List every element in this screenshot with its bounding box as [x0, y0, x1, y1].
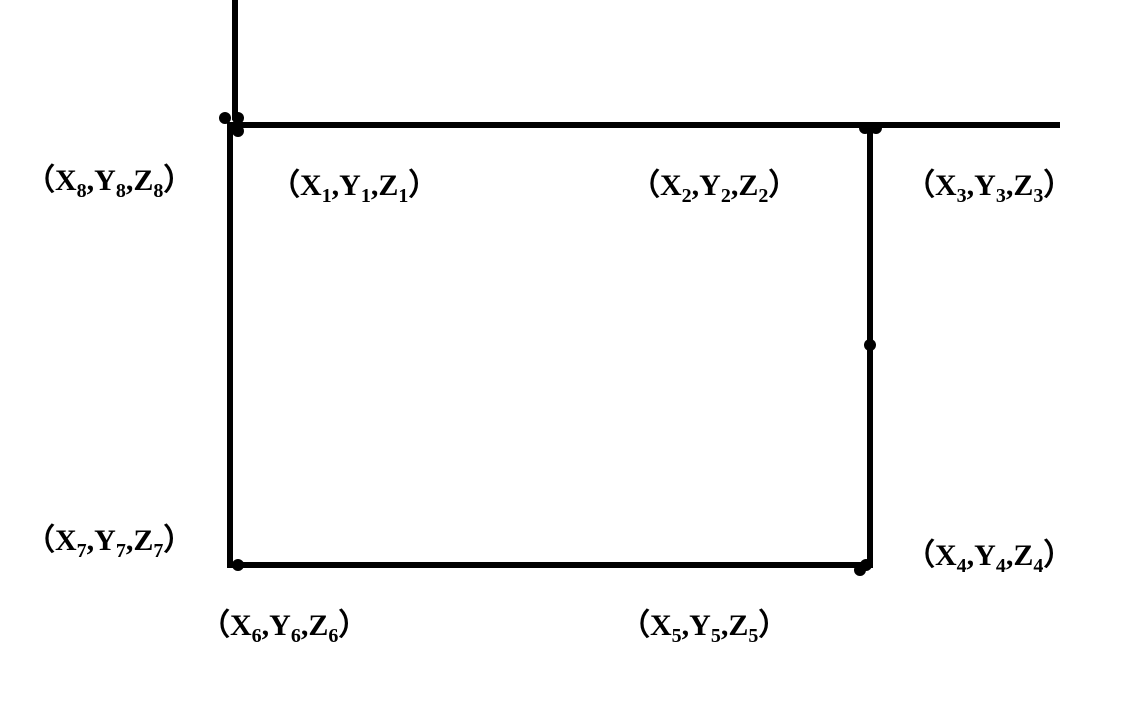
marker-point-3: [859, 122, 871, 134]
label-3: （X3,Y3,Z3）: [905, 160, 1073, 208]
marker-point-4: [870, 122, 882, 134]
marker-point-1: [232, 112, 244, 124]
label-5: （X5,Y5,Z5）: [620, 600, 788, 648]
marker-point-0: [219, 112, 231, 124]
label-4: （X4,Y4,Z4）: [905, 530, 1073, 578]
label-8: （X8,Y8,Z8）: [25, 155, 193, 203]
marker-point-8: [232, 559, 244, 571]
label-2: （X2,Y2,Z2）: [630, 160, 798, 208]
marker-point-7: [854, 564, 866, 576]
label-7: （X7,Y7,Z7）: [25, 515, 193, 563]
marker-point-2: [232, 125, 244, 137]
label-6: （X6,Y6,Z6）: [200, 600, 368, 648]
label-1: （X1,Y1,Z1）: [270, 160, 438, 208]
diagram-canvas: [0, 0, 1136, 708]
marker-point-5: [864, 339, 876, 351]
